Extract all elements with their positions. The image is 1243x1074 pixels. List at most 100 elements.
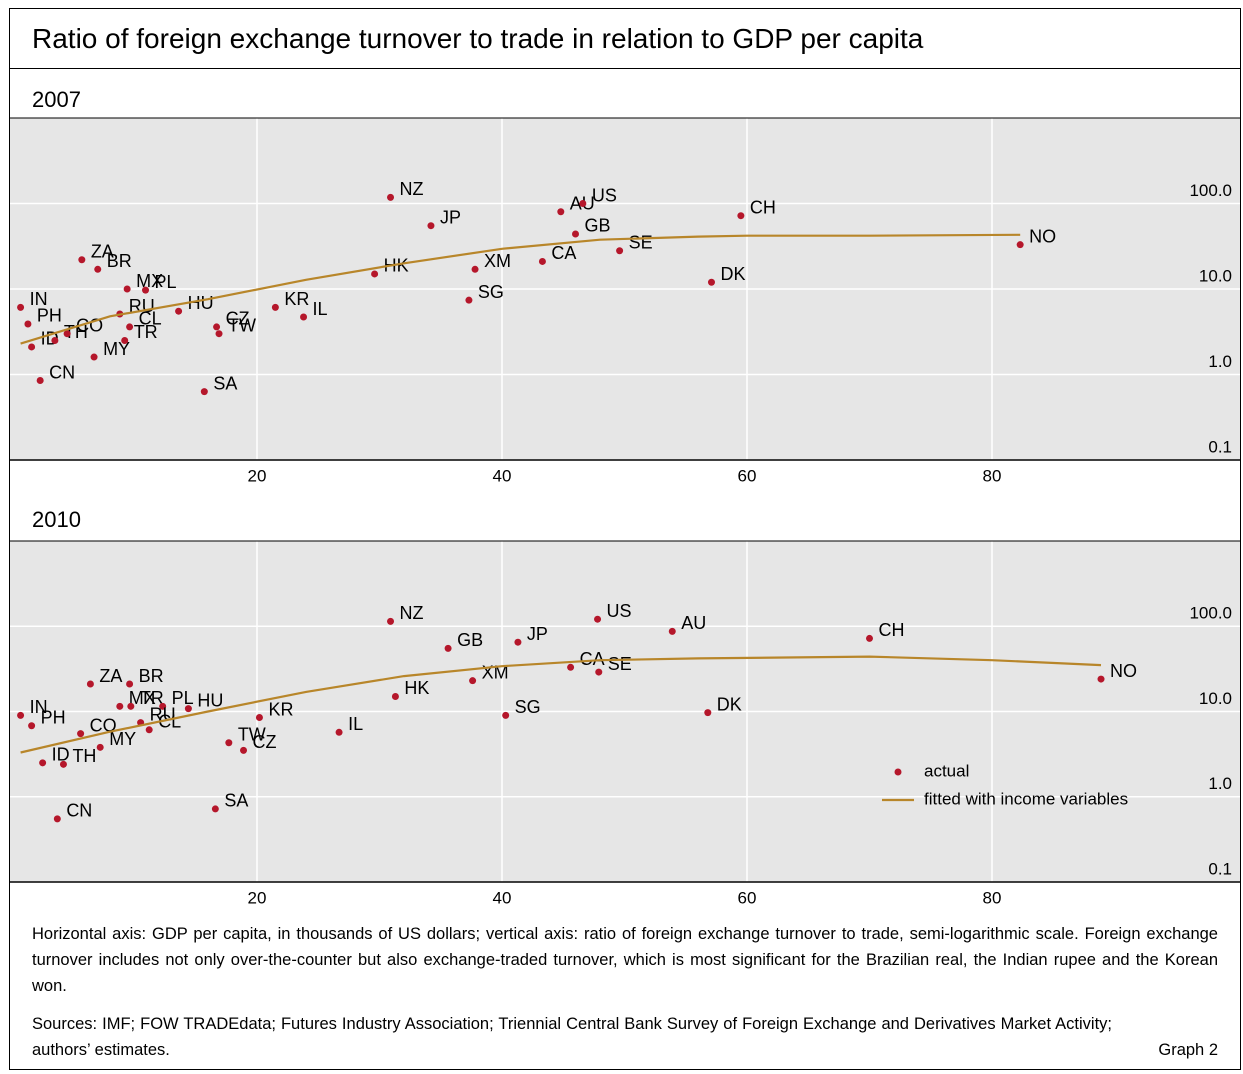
data-point	[123, 285, 131, 293]
data-point	[444, 644, 452, 652]
point-label: JP	[527, 624, 548, 644]
data-point	[271, 303, 279, 311]
data-point	[572, 230, 579, 238]
point-label: US	[607, 601, 632, 621]
panel-title: 2007	[32, 87, 81, 112]
data-point	[255, 714, 263, 722]
data-point	[1097, 675, 1105, 683]
data-point	[391, 692, 399, 700]
y-tick-label: 10.0	[1199, 689, 1232, 708]
y-tick-label: 1.0	[1208, 352, 1232, 371]
panel-title: 2010	[32, 507, 81, 532]
data-point	[145, 726, 153, 734]
point-label: GB	[457, 630, 483, 650]
data-point	[211, 805, 219, 813]
data-point	[36, 377, 44, 385]
data-point	[28, 343, 36, 351]
point-label: MY	[103, 339, 130, 359]
data-point	[514, 638, 522, 646]
point-label: IL	[348, 714, 363, 734]
point-label: ZA	[91, 241, 114, 261]
data-point	[427, 222, 435, 230]
point-label: TH	[64, 322, 88, 342]
data-point	[94, 265, 102, 273]
data-point	[127, 702, 135, 710]
point-label: SA	[224, 791, 248, 811]
fitted-line	[20, 233, 1021, 345]
data-point	[866, 634, 873, 642]
point-label: SE	[629, 233, 653, 253]
point-label: DK	[717, 694, 742, 714]
data-point	[184, 705, 192, 713]
data-point	[469, 677, 477, 685]
data-point	[371, 270, 379, 278]
point-label: SE	[608, 654, 632, 674]
y-tick-label: 10.0	[1199, 266, 1232, 285]
point-label: KR	[268, 699, 293, 719]
data-point	[159, 702, 167, 710]
data-point	[471, 265, 479, 273]
data-point	[387, 617, 395, 625]
data-point	[215, 330, 223, 338]
point-label: CZ	[253, 732, 277, 752]
point-label: NO	[1029, 226, 1056, 246]
point-label: PL	[155, 272, 177, 292]
data-point	[465, 296, 473, 304]
data-point	[335, 728, 343, 736]
data-point	[63, 330, 71, 338]
point-label: HK	[404, 678, 429, 698]
point-label: CN	[66, 801, 92, 821]
point-label: CH	[879, 620, 905, 640]
point-label: ZA	[99, 666, 122, 686]
data-point	[39, 759, 47, 767]
legend-label: actual	[924, 761, 969, 780]
data-point	[77, 730, 85, 738]
data-point	[17, 303, 25, 311]
point-label: XM	[484, 251, 511, 271]
point-label: TR	[134, 322, 158, 342]
data-point	[594, 615, 602, 623]
data-point	[538, 257, 546, 265]
point-label: IL	[313, 299, 328, 319]
data-point	[213, 323, 221, 331]
point-label: CZ	[226, 309, 250, 329]
point-label: SA	[213, 373, 237, 393]
data-point	[225, 739, 233, 747]
data-point	[502, 711, 510, 719]
data-point	[86, 680, 94, 688]
y-tick-label: 1.0	[1208, 774, 1232, 793]
point-label: RU	[129, 296, 155, 316]
y-tick-label: 100.0	[1189, 604, 1232, 623]
data-point	[78, 256, 86, 264]
point-label: SG	[515, 697, 541, 717]
point-label: BR	[107, 251, 132, 271]
point-label: CL	[158, 712, 181, 732]
data-point	[59, 760, 67, 768]
point-label: MX	[136, 271, 163, 291]
point-label: SG	[478, 282, 504, 302]
data-point	[28, 722, 36, 730]
point-label: TH	[72, 746, 96, 766]
point-label: HU	[188, 293, 214, 313]
point-label: KR	[284, 289, 309, 309]
x-tick-label: 20	[248, 888, 267, 907]
point-label: DK	[720, 264, 745, 284]
y-tick-label: 0.1	[1208, 859, 1232, 878]
x-tick-label: 60	[738, 466, 757, 485]
data-point	[121, 336, 129, 344]
point-label: BR	[139, 666, 164, 686]
data-point	[17, 711, 25, 719]
data-point	[387, 193, 395, 201]
point-label: CN	[49, 362, 75, 382]
point-label: PH	[41, 708, 66, 728]
data-point	[1016, 241, 1024, 249]
data-point	[116, 702, 124, 710]
point-label: TW	[238, 724, 266, 744]
point-label: TR	[140, 688, 164, 708]
x-tick-label: 20	[248, 466, 267, 485]
point-label: GB	[585, 216, 611, 236]
point-label: MY	[109, 729, 136, 749]
point-label: IN	[30, 289, 48, 309]
data-point	[300, 313, 308, 321]
